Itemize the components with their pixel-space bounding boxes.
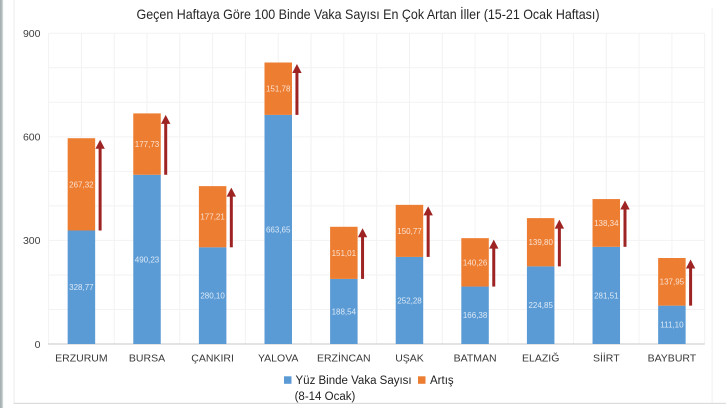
svg-text:224,85: 224,85: [528, 301, 553, 310]
svg-text:BAYBURT: BAYBURT: [648, 352, 697, 364]
svg-text:280,10: 280,10: [200, 292, 225, 301]
svg-text:ÇANKIRI: ÇANKIRI: [191, 352, 234, 364]
svg-text:188,54: 188,54: [332, 307, 357, 316]
svg-text:ELAZIĞ: ELAZIĞ: [522, 351, 559, 364]
svg-text:300: 300: [23, 235, 41, 247]
svg-text:328,77: 328,77: [69, 283, 94, 292]
svg-text:490,23: 490,23: [135, 255, 160, 264]
svg-text:YALOVA: YALOVA: [258, 352, 298, 364]
svg-text:139,80: 139,80: [528, 238, 553, 247]
svg-text:281,51: 281,51: [594, 291, 619, 300]
svg-text:150,77: 150,77: [397, 227, 422, 236]
svg-text:SİİRT: SİİRT: [593, 351, 620, 364]
svg-text:600: 600: [23, 132, 41, 144]
svg-text:177,21: 177,21: [200, 213, 225, 222]
svg-text:252,28: 252,28: [397, 296, 422, 305]
svg-text:137,95: 137,95: [660, 278, 685, 287]
svg-text:BURSA: BURSA: [129, 352, 165, 364]
svg-text:900: 900: [23, 28, 41, 40]
svg-text:0: 0: [35, 339, 41, 351]
svg-text:(8-14 Ocak): (8-14 Ocak): [295, 391, 356, 403]
svg-text:ERZURUM: ERZURUM: [55, 352, 108, 364]
svg-text:166,38: 166,38: [463, 311, 488, 320]
svg-text:151,01: 151,01: [332, 249, 357, 258]
svg-text:663,65: 663,65: [266, 225, 291, 234]
svg-text:ERZİNCAN: ERZİNCAN: [317, 351, 371, 364]
svg-text:177,73: 177,73: [135, 140, 160, 149]
svg-text:151,78: 151,78: [266, 85, 291, 94]
svg-text:UŞAK: UŞAK: [395, 352, 424, 364]
svg-text:267,32: 267,32: [69, 180, 94, 189]
svg-text:Geçen Haftaya Göre 100 Binde V: Geçen Haftaya Göre 100 Binde Vaka Sayısı…: [137, 5, 600, 22]
svg-text:138,34: 138,34: [594, 219, 619, 228]
svg-text:111,10: 111,10: [660, 321, 684, 330]
svg-text:BATMAN: BATMAN: [454, 352, 497, 364]
svg-text:Yüz Binde Vaka Sayısı: Yüz Binde Vaka Sayısı: [296, 375, 412, 387]
svg-text:Artış: Artış: [430, 375, 454, 387]
svg-text:140,26: 140,26: [463, 258, 488, 267]
